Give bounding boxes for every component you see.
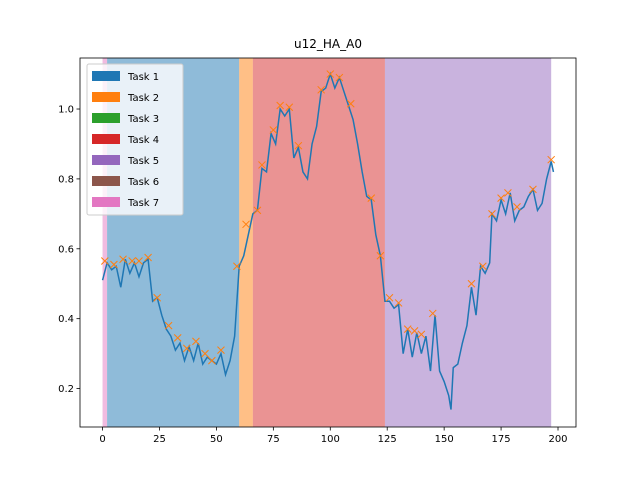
x-marker (479, 262, 487, 271)
x-tick-label: 100 (321, 434, 340, 445)
x-marker (335, 73, 344, 82)
x-marker (258, 161, 266, 169)
legend-swatch (92, 134, 120, 144)
x-marker (346, 99, 355, 108)
legend-swatch (92, 92, 120, 102)
y-tick-label: 0.2 (58, 384, 74, 395)
x-marker (233, 262, 241, 271)
x-marker (153, 293, 162, 302)
x-tick-label: 175 (492, 434, 511, 445)
x-marker (547, 155, 556, 164)
legend-swatch (92, 71, 120, 81)
legend-label: Task 7 (127, 198, 159, 209)
x-marker (326, 70, 335, 78)
x-marker (385, 293, 394, 302)
x-marker (497, 194, 505, 202)
legend-label: Task 3 (127, 114, 159, 125)
legend: Task 1 Task 2 Task 3 Task 4 Task 5 Task 6 Task… (86, 63, 184, 216)
x-tick-label: 200 (548, 434, 567, 445)
x-tick-label: 75 (267, 434, 280, 445)
task-span (102, 58, 108, 427)
x-marker (529, 185, 537, 194)
legend-swatch (92, 113, 120, 123)
x-marker (428, 309, 437, 318)
y-tick-label: 0.8 (58, 174, 74, 185)
x-marker (403, 325, 412, 334)
x-marker (376, 251, 385, 260)
x-tick-label: 0 (99, 434, 105, 445)
x-marker (276, 101, 285, 110)
x-marker (192, 337, 200, 346)
legend-swatch (92, 155, 120, 165)
x-marker (135, 257, 143, 265)
legend-label: Task 1 (127, 72, 159, 83)
x-marker (217, 346, 225, 354)
x-marker (173, 334, 182, 342)
x-marker (513, 203, 521, 211)
x-marker (201, 349, 209, 358)
x-marker (110, 260, 118, 269)
legend-label: Task 4 (127, 135, 159, 146)
x-marker (119, 255, 127, 264)
x-tick-label: 125 (378, 434, 397, 445)
x-marker (417, 330, 426, 339)
x-marker (144, 253, 152, 262)
chart-title: u12_HA_A0 (294, 37, 362, 51)
x-marker (285, 103, 294, 112)
task-span (384, 58, 552, 427)
x-marker (128, 257, 137, 265)
y-tick-label: 0.4 (58, 314, 74, 325)
x-marker (317, 85, 326, 94)
x-marker (367, 194, 376, 202)
y-tick-label: 0.6 (58, 244, 74, 255)
x-marker (164, 321, 173, 330)
x-marker (394, 299, 403, 307)
x-marker (100, 257, 109, 265)
x-marker (410, 327, 419, 335)
x-tick-label: 25 (153, 434, 166, 445)
x-marker (504, 189, 512, 197)
x-marker (294, 141, 303, 150)
x-marker (253, 206, 262, 215)
axes-frame (79, 57, 577, 428)
x-tick-label: 150 (435, 434, 454, 445)
legend-label: Task 2 (127, 93, 159, 104)
task-span (252, 58, 385, 427)
legend-label: Task 6 (127, 177, 159, 188)
x-marker (467, 279, 476, 288)
x-marker (488, 209, 496, 218)
legend-label: Task 5 (127, 156, 159, 167)
legend-swatch (92, 176, 120, 186)
x-marker (208, 356, 216, 365)
x-marker (242, 220, 250, 229)
x-marker (182, 344, 191, 353)
legend-swatch (92, 197, 120, 207)
y-tick-label: 1.0 (58, 105, 74, 116)
x-tick-label: 50 (210, 434, 223, 445)
x-marker (269, 126, 278, 134)
